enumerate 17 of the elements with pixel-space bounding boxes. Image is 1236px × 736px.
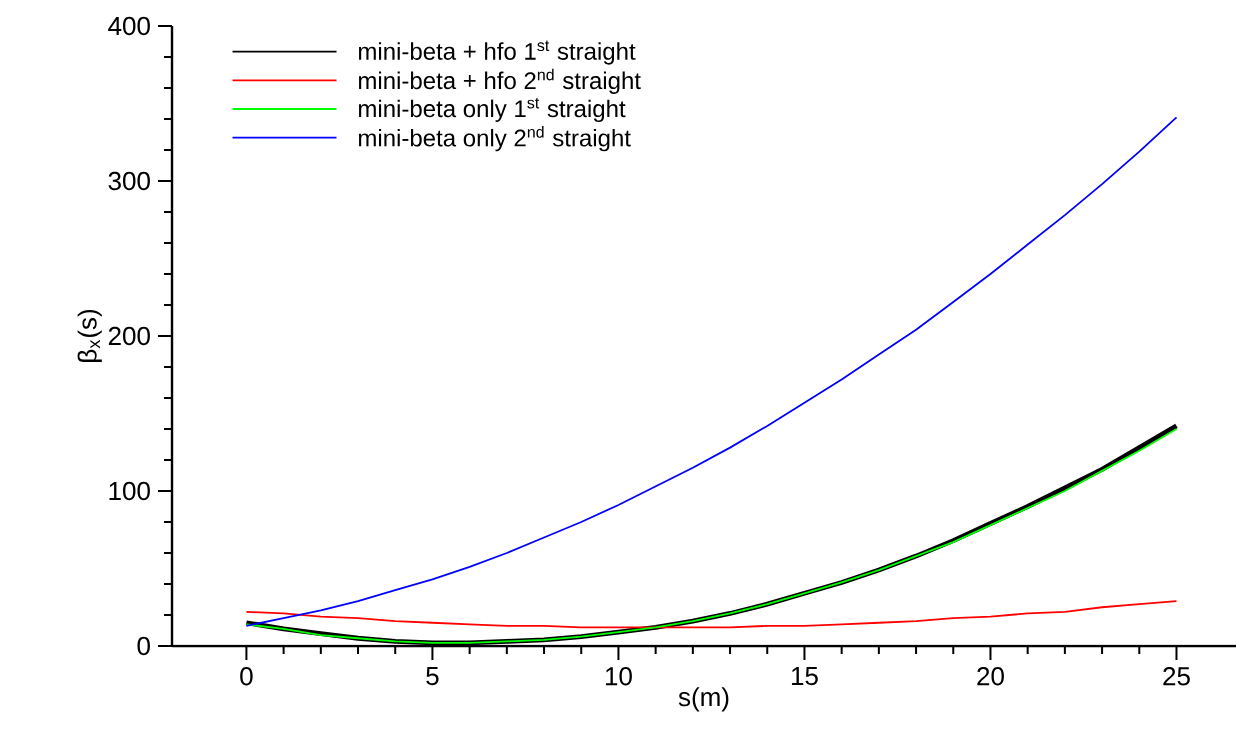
- x-tick-label: 10: [605, 667, 632, 686]
- y-tick-label: 0: [137, 636, 150, 656]
- legend-label: mini-beta + hfo 1$^{st}$ straight: [359, 40, 636, 65]
- legend-label: mini-beta only 1$^{st}$ straight: [359, 97, 626, 122]
- y-tick-label: 400: [108, 16, 150, 36]
- y-axis-title: β$_{x}$(s): [77, 309, 102, 362]
- y-tick-label: 200: [108, 326, 150, 346]
- x-tick-label: 25: [1163, 667, 1190, 686]
- x-tick-label: 0: [240, 667, 253, 686]
- x-tick-label: 20: [977, 667, 1004, 686]
- legend-label: mini-beta only 2$^{nd}$ straight: [359, 126, 631, 152]
- x-tick-label: 15: [791, 667, 818, 686]
- x-axis-title: s(m): [678, 687, 729, 712]
- y-tick-label: 100: [109, 481, 150, 501]
- legend-label: mini-beta + hfo 2$^{nd}$ straight: [359, 68, 641, 94]
- y-tick-label: 300: [108, 171, 150, 191]
- x-tick-label: 5: [426, 667, 439, 686]
